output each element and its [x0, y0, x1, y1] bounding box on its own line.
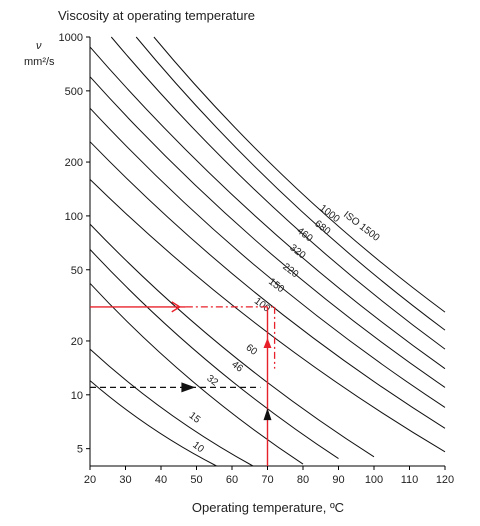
curve-label: 680: [312, 218, 332, 237]
arrowhead-black-right: [181, 382, 196, 393]
arrowhead-black-up: [263, 408, 272, 421]
curve-460: [89, 46, 446, 370]
curve-10: [89, 380, 217, 467]
curve-label: 15: [187, 410, 203, 426]
arrowhead-red-up: [263, 337, 272, 348]
curve-1000: [135, 36, 446, 331]
x-tick-label: 60: [226, 474, 238, 486]
y-tick-label: 5: [77, 444, 83, 456]
x-ticks: 20 30 40 50 60 70 80 90 100 110 120: [84, 466, 454, 486]
curve-label: 150: [266, 276, 286, 295]
y-tick-label: 500: [65, 86, 83, 98]
curve-iso-1500: [153, 36, 446, 313]
chart-title: Viscosity at operating temperature: [58, 8, 255, 23]
y-tick-label: 10: [71, 390, 83, 402]
x-tick-label: 70: [261, 474, 273, 486]
y-tick-label: 100: [65, 211, 83, 223]
curve-100: [89, 179, 446, 453]
curve-label: 100: [252, 296, 272, 315]
x-tick-label: 20: [84, 474, 96, 486]
curve-220: [89, 107, 446, 408]
arrowhead-red-right: [171, 301, 182, 313]
y-tick-label: 20: [71, 336, 83, 348]
x-tick-label: 110: [401, 474, 419, 486]
curve-label: ISO 1500: [341, 209, 382, 244]
x-tick-label: 50: [190, 474, 202, 486]
y-tick-label: 1000: [59, 32, 83, 44]
curve-label: 32: [204, 373, 220, 389]
y-axis-symbol: ν: [36, 40, 42, 52]
curve-15: [89, 348, 254, 467]
x-tick-label: 120: [436, 474, 454, 486]
y-ticks: 5 10 20 50 100 200 500 1000: [59, 32, 90, 456]
curve-150: [89, 141, 446, 429]
x-tick-label: 90: [332, 474, 344, 486]
curve-680: [110, 36, 446, 350]
curve-46: [89, 249, 339, 460]
y-tick-label: 50: [71, 265, 83, 277]
y-tick-label: 200: [65, 157, 83, 169]
x-tick-label: 30: [119, 474, 131, 486]
x-tick-label: 100: [365, 474, 383, 486]
curve-label: 46: [229, 359, 245, 375]
curve-60: [89, 223, 375, 458]
x-tick-label: 80: [297, 474, 309, 486]
curve-32: [89, 282, 304, 465]
x-axis-title: Operating temperature, ºC: [192, 500, 344, 515]
annotations: [90, 301, 276, 466]
curve-label: 60: [244, 342, 260, 358]
x-tick-label: 40: [155, 474, 167, 486]
curves: [89, 36, 446, 467]
y-axis-unit: mm²/s: [24, 56, 55, 68]
curve-label: 320: [287, 242, 307, 261]
curve-320: [89, 76, 446, 388]
